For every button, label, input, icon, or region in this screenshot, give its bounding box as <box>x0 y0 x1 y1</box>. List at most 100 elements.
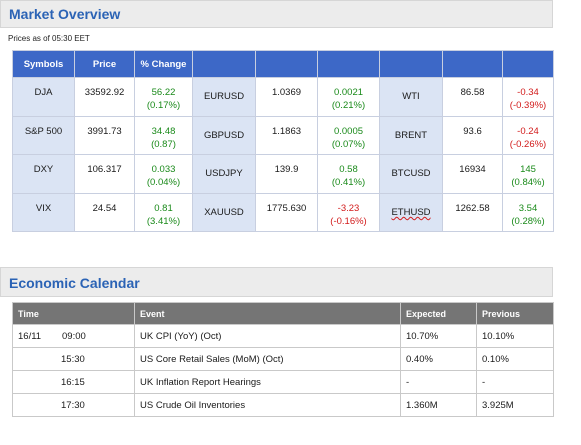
previous-value: 3.925M <box>476 393 554 417</box>
symbol-label: WTI <box>402 91 420 103</box>
price-cell: 1775.630 <box>255 192 318 232</box>
change-value: 34.48 <box>151 125 176 137</box>
symbol-cell: EURUSD <box>192 77 256 117</box>
symbol-cell: WTI <box>379 77 443 117</box>
time-cell: 17:30 <box>12 393 135 417</box>
expected-value: - <box>400 370 477 394</box>
market-header-row: Symbols Price % Change <box>12 50 554 78</box>
market-overview-title: Market Overview <box>0 0 553 28</box>
change-percent: (0.21%) <box>331 100 366 111</box>
calendar-header-row: Time Event Expected Previous <box>12 302 554 325</box>
change-value: 0.58 <box>339 164 358 175</box>
event-time: 17:30 <box>61 399 85 411</box>
header-symbols: Symbols <box>12 50 75 78</box>
change-percent: (-0.39%) <box>509 100 547 111</box>
symbol-cell: XAUUSD <box>192 192 256 232</box>
symbol-label: GBPUSD <box>203 129 245 141</box>
change-percent: (3.41%) <box>146 215 181 227</box>
prices-as-of: Prices as of 05:30 EET <box>8 34 90 43</box>
symbol-cell: DJA <box>12 77 75 117</box>
symbol-cell: BTCUSD <box>379 154 443 194</box>
previous-value: 10.10% <box>476 324 554 348</box>
price-cell: 3991.73 <box>74 115 135 155</box>
change-cell: 0.033 (0.04%) <box>134 154 193 194</box>
change-percent: (0.04%) <box>146 177 181 188</box>
symbol-label: EURUSD <box>203 91 245 103</box>
change-value: -0.24 <box>517 125 539 137</box>
time-cell: 16:15 <box>12 370 135 394</box>
change-percent: (0.87) <box>151 138 176 150</box>
market-row: DJA 33592.92 56.22 (0.17%) EURUSD 1.0369 0.002… <box>12 77 554 117</box>
change-value: -0.34 <box>517 87 539 98</box>
header-expected: Expected <box>400 302 477 325</box>
calendar-row: 16/11 09:00 UK CPI (YoY) (Oct) 10.70% 10.10% <box>12 324 554 348</box>
market-row: DXY 106.317 0.033 (0.04%) USDJPY 139.9 0.58 (0.… <box>12 154 554 194</box>
header-blank <box>442 50 503 78</box>
change-value: 145 <box>520 164 536 175</box>
change-cell: -0.34 (-0.39%) <box>502 77 554 117</box>
symbol-label: DJA <box>34 87 53 98</box>
header-event: Event <box>134 302 401 325</box>
change-percent: (0.41%) <box>331 177 366 188</box>
event-name: US Crude Oil Inventories <box>134 393 401 417</box>
time-cell: 15:30 <box>12 347 135 371</box>
change-percent: (0.28%) <box>511 215 545 227</box>
change-cell: 0.0021 (0.21%) <box>317 77 380 117</box>
change-cell: 0.0005 (0.07%) <box>317 115 380 155</box>
market-row: S&P 500 3991.73 34.48 (0.87) GBPUSD 1.1863 0.0… <box>12 115 554 155</box>
change-value: 0.033 <box>151 164 176 175</box>
expected-value: 1.360M <box>400 393 477 417</box>
header-time: Time <box>12 302 135 325</box>
symbol-cell: USDJPY <box>192 154 256 194</box>
change-cell: -0.24 (-0.26%) <box>502 115 554 155</box>
market-table: Symbols Price % Change DJA 33592.92 56.22 (… <box>12 50 554 232</box>
header-previous: Previous <box>476 302 554 325</box>
change-value: 0.0021 <box>333 87 364 98</box>
header-blank <box>255 50 318 78</box>
economic-calendar-title: Economic Calendar <box>0 267 553 297</box>
change-value: 56.22 <box>151 87 176 98</box>
time-cell: 16/11 09:00 <box>12 324 135 348</box>
calendar-row: 15:30 US Core Retail Sales (MoM) (Oct) 0.4… <box>12 347 554 371</box>
price-cell: 33592.92 <box>74 77 135 117</box>
calendar-row: 16:15 UK Inflation Report Hearings - - <box>12 370 554 394</box>
symbol-label: USDJPY <box>205 168 243 180</box>
event-name: US Core Retail Sales (MoM) (Oct) <box>134 347 401 371</box>
symbol-label: ETHUSD <box>391 206 431 218</box>
event-date: 16/11 <box>18 330 42 342</box>
change-value: 0.81 <box>154 202 173 214</box>
event-name: UK CPI (YoY) (Oct) <box>134 324 401 348</box>
symbol-label: BRENT <box>394 129 428 141</box>
event-time: 15:30 <box>61 353 85 365</box>
expected-value: 0.40% <box>400 347 477 371</box>
symbol-label: XAUUSD <box>204 206 244 218</box>
market-row: VIX 24.54 0.81 (3.41%) XAUUSD 1775.630 -3.23 (-… <box>12 192 554 232</box>
price-cell: 1.1863 <box>255 115 318 155</box>
change-percent: (0.17%) <box>146 100 181 111</box>
change-percent: (0.84%) <box>511 177 545 188</box>
change-cell: 56.22 (0.17%) <box>134 77 193 117</box>
price-cell: 139.9 <box>255 154 318 194</box>
symbol-cell: GBPUSD <box>192 115 256 155</box>
price-cell: 93.6 <box>442 115 503 155</box>
symbol-cell: VIX <box>12 192 75 232</box>
change-cell: 3.54 (0.28%) <box>502 192 554 232</box>
price-cell: 86.58 <box>442 77 503 117</box>
symbol-cell: ETHUSD <box>379 192 443 232</box>
expected-value: 10.70% <box>400 324 477 348</box>
change-percent: (-0.16%) <box>330 215 367 227</box>
header-blank <box>379 50 443 78</box>
header-blank <box>192 50 256 78</box>
change-value: 0.0005 <box>333 125 364 137</box>
symbol-label: VIX <box>35 202 52 214</box>
header-price: Price <box>74 50 135 78</box>
event-time: 16:15 <box>61 376 85 388</box>
change-percent: (-0.26%) <box>509 138 547 150</box>
symbol-label: BTCUSD <box>391 168 431 180</box>
symbol-label: S&P 500 <box>24 125 63 137</box>
change-percent: (0.07%) <box>331 138 366 150</box>
symbol-cell: S&P 500 <box>12 115 75 155</box>
price-cell: 16934 <box>442 154 503 194</box>
previous-value: 0.10% <box>476 347 554 371</box>
header-blank <box>502 50 554 78</box>
